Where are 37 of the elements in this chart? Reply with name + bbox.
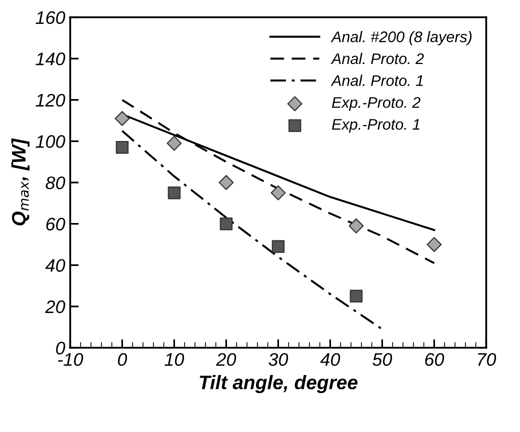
x-tick-label: 20 [216, 353, 236, 366]
point [220, 217, 233, 230]
point [272, 240, 285, 253]
y-tick-label: 100 [36, 135, 66, 148]
y-tick-label: 140 [36, 52, 66, 66]
y-tick-label: 60 [46, 218, 66, 231]
point [168, 186, 181, 200]
y-tick-label: 120 [36, 94, 66, 107]
legend-label: Anal. Proto. 2 [330, 52, 424, 64]
y-tick-label: 0 [56, 342, 66, 354]
x-tick-label: 70 [478, 353, 496, 366]
x-axis-title: Tilt angle, degree [200, 375, 358, 394]
x-tick-label: 50 [372, 353, 392, 366]
x-tick-label: 60 [425, 353, 444, 366]
y-axis-title: Q$_{max}$, [W] [11, 138, 30, 226]
y-tick-label: 160 [36, 11, 66, 24]
point [348, 218, 364, 234]
legend-label: Anal. #200 (8 layers) [330, 31, 472, 46]
x-tick-label: 0 [118, 353, 128, 366]
legend-label: Exp.-Proto. 2 [332, 97, 420, 111]
legend-label: Exp.-Proto. 1 [332, 119, 420, 133]
point [218, 175, 234, 190]
point [270, 185, 286, 200]
x-tick-label: 40 [320, 353, 340, 366]
point [166, 136, 182, 151]
point [116, 141, 129, 154]
y-tick-label: 40 [45, 259, 66, 272]
x-tick-label: 10 [164, 353, 184, 366]
y-tick-label: 80 [46, 176, 66, 190]
point [350, 290, 363, 302]
legend-label: Anal. Proto. 1 [330, 74, 423, 86]
x-tick-label: -10 [58, 353, 84, 366]
line-series [121, 98, 436, 264]
point [114, 110, 130, 126]
point [426, 236, 442, 252]
x-tick-label: 30 [268, 353, 288, 366]
y-tick-label: 20 [45, 300, 66, 314]
